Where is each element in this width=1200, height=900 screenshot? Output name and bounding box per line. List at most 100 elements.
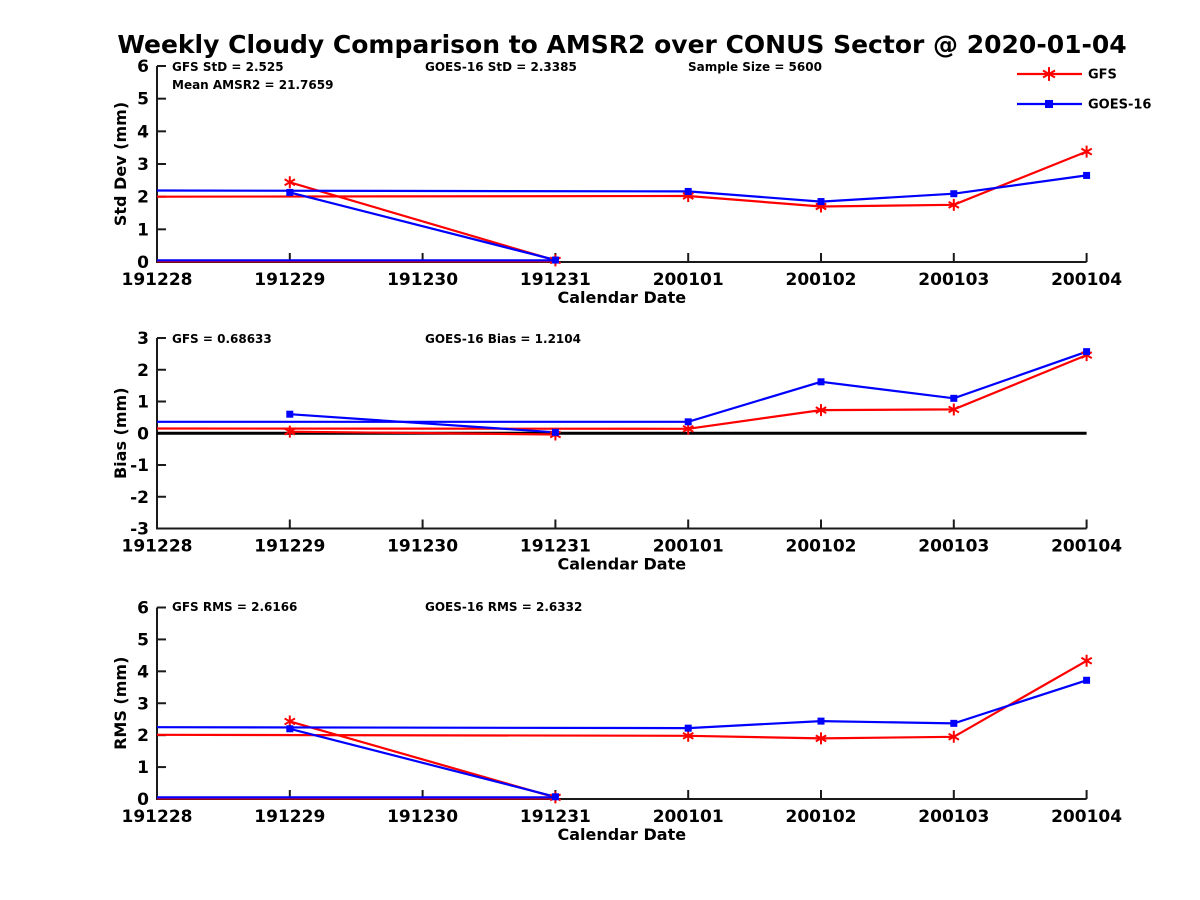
x-tick-label: 191229	[254, 807, 325, 827]
subplot-bias: -3 -2 -1 0 1 2 3 191228 191229 191230 191231 200101…	[111, 329, 1122, 574]
square-marker-GOES-16	[286, 410, 294, 418]
x-tick-label: 200101	[653, 537, 724, 557]
x-tick-label: 191230	[387, 537, 458, 557]
y-tick-label: -2	[130, 488, 149, 508]
x-tick-label: 200104	[1051, 270, 1122, 290]
y-tick-label: 2	[137, 188, 149, 208]
y-axis-title: RMS (mm)	[111, 657, 130, 750]
y-tick-label: 0	[137, 790, 149, 810]
series-line-GFS	[156, 150, 1088, 208]
y-tick-label: -1	[130, 456, 149, 476]
series-line-GOES-16	[289, 727, 556, 798]
x-axis-title: Calendar Date	[558, 555, 687, 574]
annotation: GOES-16 StD = 2.3385	[425, 60, 577, 74]
asterisk-marker-GFS	[1080, 654, 1093, 667]
asterisk-marker-GFS	[1080, 145, 1093, 158]
x-tick-label: 200103	[918, 270, 989, 290]
x-tick-label: 191230	[387, 807, 458, 827]
y-tick-label: -3	[130, 520, 149, 540]
y-tick-label: 1	[137, 220, 149, 240]
asterisk-marker-GFS	[815, 404, 827, 417]
asterisk-marker-GFS	[284, 176, 296, 189]
x-tick-label: 200104	[1051, 537, 1122, 557]
y-tick-label: 3	[137, 694, 149, 714]
x-tick-label: 191229	[254, 537, 325, 557]
x-tick-label: 200103	[918, 807, 989, 827]
asterisk-marker-GFS	[284, 425, 296, 438]
asterisk-marker-GFS	[682, 729, 694, 742]
x-tick-label: 200101	[653, 270, 724, 290]
square-marker-GOES-16	[684, 187, 692, 195]
square-marker-GOES-16	[817, 717, 825, 725]
asterisk-marker-GFS	[815, 732, 827, 745]
square-marker-GOES-16	[286, 188, 294, 196]
series-line-GFS	[289, 181, 556, 262]
square-marker-GOES-16	[817, 378, 825, 386]
square-marker-GOES-16	[950, 719, 958, 727]
y-tick-label: 2	[137, 361, 149, 381]
y-tick-label: 1	[137, 758, 149, 778]
annotation: GOES-16 Bias = 1.2104	[425, 332, 581, 346]
y-tick-label: 6	[137, 57, 149, 77]
square-marker-GOES-16	[1083, 676, 1091, 684]
legend-label: GOES-16	[1088, 98, 1151, 113]
y-tick-label: 6	[137, 599, 149, 619]
y-tick-label: 0	[137, 253, 149, 273]
x-tick-label: 200102	[786, 270, 857, 290]
x-tick-label: 191231	[520, 537, 591, 557]
y-tick-label: 2	[137, 726, 149, 746]
square-marker-GOES-16	[286, 725, 294, 733]
annotation: GFS RMS = 2.6166	[172, 600, 297, 614]
square-marker-GOES-16	[1083, 171, 1091, 179]
y-axis-title: Bias (mm)	[111, 387, 130, 479]
annotation: GOES-16 RMS = 2.6332	[425, 600, 582, 614]
y-tick-label: 4	[137, 662, 149, 682]
square-marker-GOES-16	[551, 256, 559, 264]
series-line-GFS	[289, 430, 556, 436]
annotation: Sample Size = 5600	[688, 60, 822, 74]
annotation: GFS = 0.68633	[172, 332, 272, 346]
x-tick-label: 191230	[387, 270, 458, 290]
series-line-GOES-16	[289, 191, 556, 262]
square-marker-GOES-16	[684, 418, 692, 426]
legend-label: GFS	[1088, 68, 1117, 83]
square-marker-GOES-16	[551, 793, 559, 801]
series-line-GFS	[156, 354, 1088, 430]
asterisk-marker-GFS	[948, 403, 960, 416]
y-tick-label: 5	[137, 630, 149, 650]
square-marker-GOES-16	[817, 198, 825, 206]
x-tick-label: 191231	[520, 270, 591, 290]
x-tick-label: 191228	[122, 270, 193, 290]
x-tick-label: 200102	[786, 807, 857, 827]
x-tick-label: 200104	[1051, 807, 1122, 827]
square-marker-GOES-16	[950, 190, 958, 198]
x-tick-label: 191229	[254, 270, 325, 290]
legend-item-GOES-16: GOES-16	[1017, 98, 1151, 113]
series-line-GOES-16	[156, 679, 1087, 730]
y-tick-label: 1	[137, 393, 149, 413]
y-tick-label: 3	[137, 155, 149, 175]
x-tick-label: 200101	[653, 807, 724, 827]
y-tick-label: 3	[137, 329, 149, 349]
y-tick-label: 0	[137, 424, 149, 444]
square-marker-GOES-16	[551, 428, 559, 436]
x-tick-label: 191228	[122, 807, 193, 827]
y-tick-label: 5	[137, 90, 149, 110]
subplot-rms: 0 1 2 3 4 5 6 191228 191229 191230 191231 200101 200…	[111, 599, 1122, 845]
subplot-std-dev: 0 1 2 3 4 5 6 191228 191229 191230 191231 200101 200…	[111, 57, 1122, 307]
series-line-GOES-16	[157, 350, 1087, 423]
x-axis-title: Calendar Date	[558, 825, 687, 844]
asterisk-marker-GFS	[948, 730, 960, 743]
x-tick-label: 200103	[918, 537, 989, 557]
series-line-GOES-16	[156, 174, 1087, 203]
y-tick-label: 4	[137, 122, 149, 142]
asterisk-marker-GFS	[948, 198, 960, 211]
x-axis-title: Calendar Date	[558, 288, 687, 307]
x-tick-label: 191231	[520, 807, 591, 827]
annotation: Mean AMSR2 = 21.7659	[172, 78, 333, 92]
square-marker-GOES-16	[1044, 99, 1054, 109]
annotation: GFS StD = 2.525	[172, 60, 284, 74]
